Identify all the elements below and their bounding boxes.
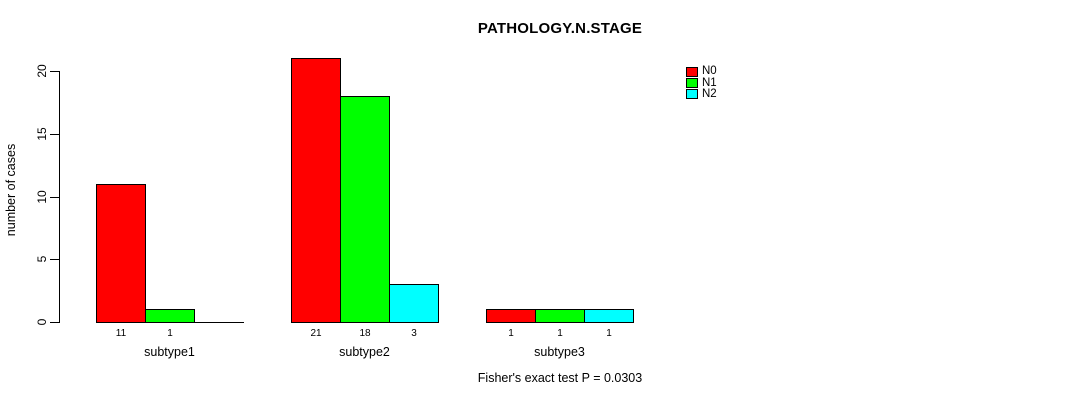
legend-swatch-n1 <box>686 78 698 89</box>
x-axis-category-label: subtype2 <box>339 345 390 359</box>
y-tick <box>50 197 60 198</box>
y-tick <box>50 134 60 135</box>
bar-value-label: 1 <box>557 328 563 339</box>
legend-label: N1 <box>702 76 717 89</box>
bar-value-label: 21 <box>310 328 322 339</box>
bar-n0-subtype2 <box>291 58 341 323</box>
bar-value-label: 1 <box>606 328 612 339</box>
y-tick <box>50 322 60 323</box>
legend-swatch-n2 <box>686 89 698 100</box>
y-tick-label: 10 <box>35 190 49 204</box>
bar-value-label: 11 <box>115 328 127 339</box>
legend-item-n2: N2 <box>686 87 717 100</box>
bar-n2-subtype2 <box>389 284 439 323</box>
y-tick-label: 15 <box>35 127 49 141</box>
x-axis-category-label: subtype1 <box>144 345 195 359</box>
bar-value-label: 3 <box>411 328 417 339</box>
y-tick-label: 0 <box>35 318 49 326</box>
legend-label: N2 <box>702 87 717 100</box>
legend: N0 N1 N2 <box>686 65 717 100</box>
chart-title: PATHOLOGY.N.STAGE <box>477 20 643 37</box>
y-tick <box>50 71 60 72</box>
bar-n2-subtype3 <box>584 309 634 323</box>
y-tick-label: 5 <box>35 255 49 263</box>
bar-n1-subtype2 <box>340 96 390 323</box>
bar-n1-subtype3 <box>535 309 585 323</box>
footer-stat-text: Fisher's exact test P = 0.0303 <box>477 371 643 385</box>
bar-n1-subtype1 <box>145 309 195 323</box>
legend-label: N0 <box>702 65 717 78</box>
y-tick-label: 20 <box>35 64 49 78</box>
x-axis-category-label: subtype3 <box>534 345 585 359</box>
bar-value-label: 18 <box>359 328 371 339</box>
y-tick <box>50 259 60 260</box>
bar-n0-subtype3 <box>486 309 536 323</box>
bar-n0-subtype1 <box>96 184 146 323</box>
legend-item-n0: N0 <box>686 65 717 78</box>
legend-swatch-n0 <box>686 66 698 77</box>
legend-item-n1: N1 <box>686 77 717 88</box>
bar-value-label: 1 <box>167 328 173 339</box>
bar-value-label: 1 <box>508 328 514 339</box>
